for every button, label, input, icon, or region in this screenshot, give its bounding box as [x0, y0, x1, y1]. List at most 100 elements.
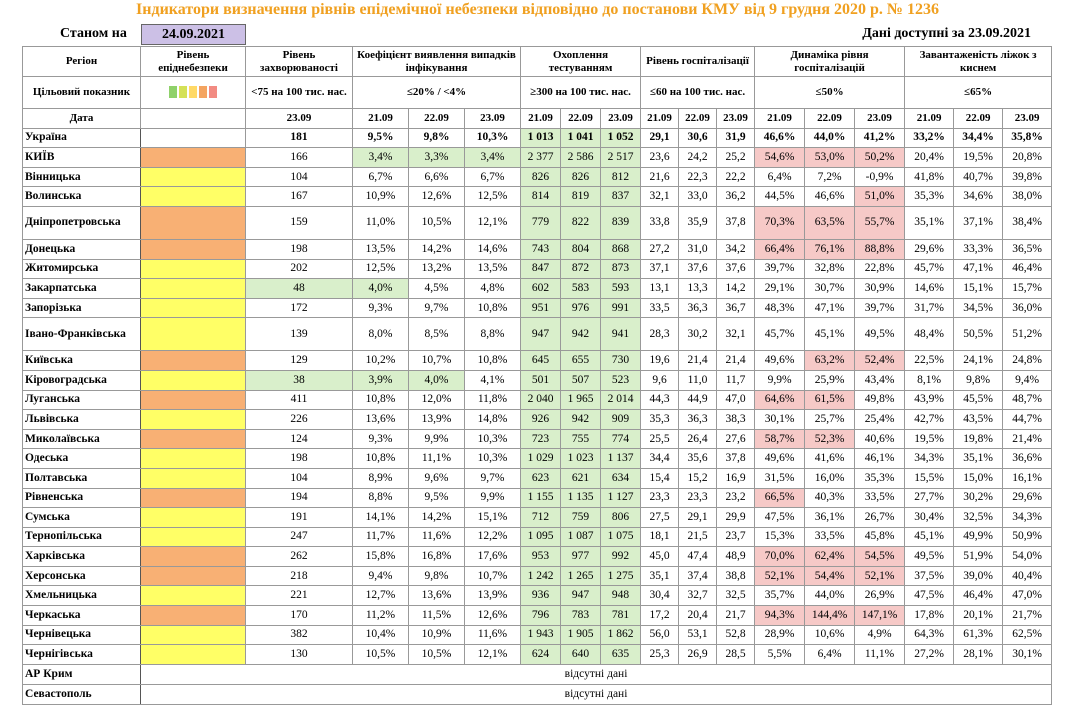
value-cell: 30,1%	[754, 409, 806, 430]
value-cell: 24,8%	[1002, 350, 1053, 371]
header-cell: Регіон	[22, 46, 141, 77]
date-cell: 22.09	[953, 108, 1004, 129]
value-cell: 15,7%	[1002, 278, 1053, 299]
value-cell: 12,1%	[463, 644, 522, 665]
value-cell: 35,1	[640, 565, 680, 587]
value-cell: 10,7%	[408, 350, 465, 371]
value-cell: 1 965	[560, 389, 602, 411]
data-row: Сумська 191 14,1% 14,2% 15,1% 712 759 806 27,5 29…	[22, 507, 1053, 528]
value-cell: 28,3	[640, 317, 680, 352]
value-cell: 1 155	[520, 487, 562, 509]
header-cell: Завантаженість ліжок з киснем	[904, 46, 1053, 77]
danger-level	[140, 127, 246, 149]
value-cell: 37,5%	[904, 565, 955, 587]
header-cell: Коефіцієнт виявлення випадків інфікуванн…	[351, 46, 522, 77]
value-cell: 774	[600, 428, 642, 450]
value-cell: 35,9	[678, 205, 718, 240]
value-cell: 52,1%	[754, 565, 806, 587]
value-cell: 61,5%	[804, 389, 856, 411]
danger-level	[140, 350, 246, 371]
value-cell: 9,3%	[352, 428, 409, 450]
value-cell: 36,2	[716, 186, 756, 207]
value-cell: 12,6%	[463, 605, 522, 626]
value-cell: 35,1%	[904, 205, 955, 240]
value-cell: 12,5%	[463, 186, 522, 207]
data-row: Харківська 262 15,8% 16,8% 17,6% 953 977 992 45,…	[22, 546, 1053, 567]
value-cell: 38	[245, 369, 353, 391]
header-cell: ≥300 на 100 тис. нас.	[520, 76, 642, 109]
value-cell: 11,2%	[352, 605, 409, 626]
value-cell: 13,1	[640, 278, 680, 299]
value-cell: 22,5%	[904, 350, 955, 371]
value-cell: 23,2	[716, 487, 756, 509]
value-cell: 10,9%	[352, 186, 409, 207]
value-cell: 1 242	[520, 565, 562, 587]
date-cell: 23.09	[854, 108, 906, 129]
region-name: Одеська	[22, 448, 141, 469]
value-cell: 6,6%	[408, 166, 465, 188]
region-name: Закарпатська	[22, 278, 141, 299]
value-cell: 4,0%	[408, 369, 465, 391]
value-cell: 941	[600, 317, 642, 352]
header-cell: Рівень епіднебезпеки	[140, 46, 246, 77]
data-row: Дніпропетровська 159 11,0% 10,5% 12,1% 779 822…	[22, 205, 1053, 240]
value-cell: 814	[520, 186, 562, 207]
header-cell: Рівень госпіталізації	[640, 46, 756, 77]
value-cell: 38,0%	[1002, 186, 1053, 207]
value-cell: 46,6%	[754, 127, 806, 149]
value-cell: 49,5%	[854, 317, 906, 352]
data-row: Миколаївська 124 9,3% 9,9% 10,3% 723 755 774 25,…	[22, 428, 1053, 450]
danger-level	[140, 205, 246, 240]
value-cell: 47,5%	[904, 585, 955, 607]
value-cell: 1 013	[520, 127, 562, 149]
value-cell: 198	[245, 448, 353, 469]
value-cell: 104	[245, 166, 353, 188]
value-cell: 37,6	[678, 258, 718, 280]
legend-swatch	[209, 86, 217, 99]
value-cell: 33,5%	[804, 526, 856, 548]
value-cell: 41,8%	[904, 166, 955, 188]
value-cell: 21,7	[716, 605, 756, 626]
header-cell: <75 на 100 тис. нас.	[245, 76, 353, 109]
value-cell: 4,1%	[463, 369, 522, 391]
value-cell: 15,4	[640, 467, 680, 489]
region-name: Миколаївська	[22, 428, 141, 450]
date-cell: 21.09	[352, 108, 409, 129]
value-cell: 35,3	[640, 409, 680, 430]
value-cell: 17,2	[640, 605, 680, 626]
value-cell: 226	[245, 409, 353, 430]
danger-level	[140, 565, 246, 587]
value-cell: 10,8%	[463, 350, 522, 371]
value-cell: 1 095	[520, 526, 562, 548]
value-cell: 806	[600, 507, 642, 528]
value-cell: 43,9%	[904, 389, 955, 411]
value-cell: 1 075	[600, 526, 642, 548]
value-cell: 17,8%	[904, 605, 955, 626]
value-cell: 45,8%	[854, 526, 906, 548]
data-row: Рівненська 194 8,8% 9,5% 9,9% 1 155 1 135 1 127…	[22, 487, 1053, 509]
value-cell: 9,8%	[408, 127, 465, 149]
value-cell: 61,3%	[953, 624, 1004, 646]
value-cell: 63,2%	[804, 350, 856, 371]
value-cell: 991	[600, 297, 642, 319]
value-cell: 48,3%	[754, 297, 806, 319]
value-cell: 1 862	[600, 624, 642, 646]
value-cell: 868	[600, 238, 642, 260]
value-cell: 10,9%	[408, 624, 465, 646]
value-cell: 819	[560, 186, 602, 207]
value-cell: 11,0	[678, 369, 718, 391]
value-cell: 54,0%	[1002, 546, 1053, 567]
value-cell: 6,7%	[463, 166, 522, 188]
value-cell: 8,0%	[352, 317, 409, 352]
value-cell: 47,0	[716, 389, 756, 411]
value-cell: 16,1%	[1002, 467, 1053, 489]
value-cell: 9,9%	[754, 369, 806, 391]
value-cell: 926	[520, 409, 562, 430]
value-cell: 847	[520, 258, 562, 280]
value-cell: 14,2%	[408, 507, 465, 528]
value-cell: 947	[520, 317, 562, 352]
value-cell: 27,5	[640, 507, 680, 528]
value-cell: 948	[600, 585, 642, 607]
value-cell: 47,1%	[804, 297, 856, 319]
